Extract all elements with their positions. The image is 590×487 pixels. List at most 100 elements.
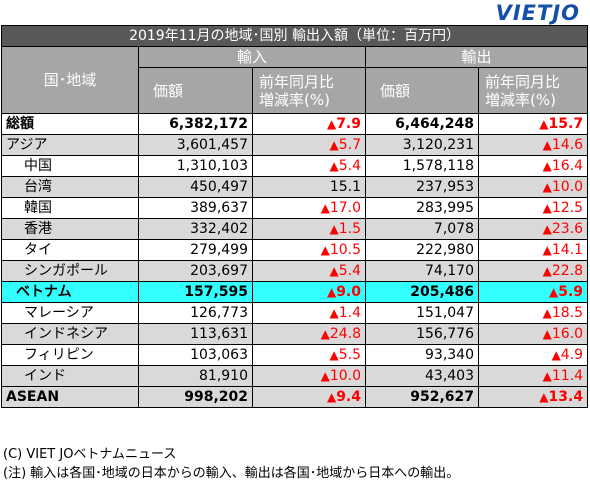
region-header: 国･地域 [1,46,139,114]
region-name: ベトナム [16,283,72,300]
export-yoy-value: 16.4 [551,157,584,174]
export-yoy-value: 15.7 [548,115,584,132]
table-row: 中国 1,310,103 ▲5.4 1,578,118 ▲16.4 [1,155,589,177]
import-value-cell: 332,402 [138,218,253,240]
export-value-cell: 283,995 [365,197,479,219]
region-name: マレーシア [24,304,94,321]
import-value: 81,910 [199,367,248,384]
decrease-triangle-icon: ▲ [542,368,552,383]
export-yoy-value: 16.0 [551,325,584,342]
region-cell: 台湾 [1,176,139,198]
import-value-cell: 103,063 [138,344,253,366]
decrease-triangle-icon: ▲ [542,179,552,194]
decrease-triangle-icon: ▲ [320,368,330,383]
import-yoy-value: 5.7 [338,136,361,153]
table-row: インド 81,910 ▲10.0 43,403 ▲11.4 [1,365,589,387]
export-yoy-value: 13.4 [548,388,584,405]
export-yoy-cell: ▲13.4 [477,386,589,408]
export-yoy-value: 12.5 [551,199,584,216]
export-value: 1,578,118 [402,157,474,174]
export-yoy-cell: ▲11.4 [477,365,589,387]
region-name: 総額 [6,115,34,132]
decrease-triangle-icon: ▲ [549,284,559,299]
import-value-cell: 6,382,172 [138,113,253,135]
export-yoy-cell: ▲14.1 [477,239,589,261]
import-value-cell: 157,595 [138,281,253,303]
region-name: フィリピン [24,346,94,363]
exports-yoy-header: 前年同月比 増減率(%) [477,67,589,114]
export-yoy-cell: ▲4.9 [477,344,589,366]
trade-table: 2019年11月の地域･国別 輸出入額（単位：百万円） 国･地域 輸入 輸出 価… [0,25,589,408]
exports-yoy-line2: 増減率(%) [485,90,556,109]
export-value: 43,403 [425,367,474,384]
import-yoy-value: 1.4 [338,304,361,321]
table-row: 総額 6,382,172 ▲7.9 6,464,248 ▲15.7 [1,113,589,135]
import-yoy-cell: ▲5.7 [252,134,366,156]
export-yoy-cell: ▲5.9 [477,281,589,303]
table-row: シンガポール 203,697 ▲5.4 74,170 ▲22.8 [1,260,589,282]
export-value-cell: 151,047 [365,302,479,324]
region-cell: 中国 [1,155,139,177]
import-value: 998,202 [184,388,248,405]
decrease-triangle-icon: ▲ [329,305,339,320]
region-cell: アジア [1,134,139,156]
import-value: 332,402 [190,220,248,237]
decrease-triangle-icon: ▲ [542,221,552,236]
region-name: インドネシア [24,325,108,342]
footer-credit: (C) VIET JOベトナムニュース [3,447,177,462]
export-value: 151,047 [416,304,474,321]
import-yoy-value: 24.8 [329,325,361,342]
table-row: ベトナム 157,595 ▲9.0 205,486 ▲5.9 [1,281,589,303]
export-value-cell: 952,627 [365,386,479,408]
table-row: フィリピン 103,063 ▲5.5 93,340 ▲4.9 [1,344,589,366]
export-yoy-cell: ▲14.6 [477,134,589,156]
import-yoy-value: 17.0 [329,199,361,216]
region-cell: マレーシア [1,302,139,324]
export-yoy-cell: ▲10.0 [477,176,589,198]
import-value: 157,595 [184,283,248,300]
export-value-cell: 237,953 [365,176,479,198]
decrease-triangle-icon: ▲ [542,326,552,341]
table-row: 台湾 450,497 15.1 237,953 ▲10.0 [1,176,589,198]
region-cell: ベトナム [1,281,139,303]
export-value: 283,995 [416,199,474,216]
imports-header: 輸入 [138,46,366,68]
decrease-triangle-icon: ▲ [326,284,337,299]
import-value: 6,382,172 [169,115,248,132]
import-value-cell: 126,773 [138,302,253,324]
export-yoy-value: 14.6 [551,136,584,153]
region-cell: ASEAN [1,386,139,408]
import-yoy-cell: ▲10.5 [252,239,366,261]
import-value-cell: 450,497 [138,176,253,198]
decrease-triangle-icon: ▲ [542,158,552,173]
export-yoy-cell: ▲12.5 [477,197,589,219]
import-yoy-cell: ▲5.4 [252,155,366,177]
region-name: タイ [24,241,52,258]
import-yoy-cell: ▲24.8 [252,323,366,345]
import-yoy-cell: ▲9.4 [252,386,366,408]
decrease-triangle-icon: ▲ [542,263,552,278]
export-value: 6,464,248 [395,115,474,132]
decrease-triangle-icon: ▲ [551,347,561,362]
export-value-cell: 205,486 [365,281,479,303]
export-value-cell: 1,578,118 [365,155,479,177]
table-row: アジア 3,601,457 ▲5.7 3,120,231 ▲14.6 [1,134,589,156]
import-value-cell: 203,697 [138,260,253,282]
import-yoy-value: 10.0 [329,367,361,384]
footer-note: (注) 輸入は各国･地域の日本からの輸入、輸出は各国･地域から日本への輸出。 [3,466,460,481]
decrease-triangle-icon: ▲ [539,389,549,404]
region-name: シンガポール [24,262,108,279]
table-title-row: 2019年11月の地域･国別 輸出入額（単位：百万円） [0,25,589,47]
export-value: 3,120,231 [402,136,474,153]
import-yoy-cell: ▲1.5 [252,218,366,240]
export-yoy-cell: ▲18.5 [477,302,589,324]
export-value: 952,627 [410,388,474,405]
import-value: 203,697 [190,262,248,279]
export-value-cell: 74,170 [365,260,479,282]
export-value-cell: 7,078 [365,218,479,240]
decrease-triangle-icon: ▲ [329,263,339,278]
region-cell: インド [1,365,139,387]
export-value: 237,953 [416,178,474,195]
decrease-triangle-icon: ▲ [326,389,337,404]
export-yoy-value: 11.4 [551,367,584,384]
